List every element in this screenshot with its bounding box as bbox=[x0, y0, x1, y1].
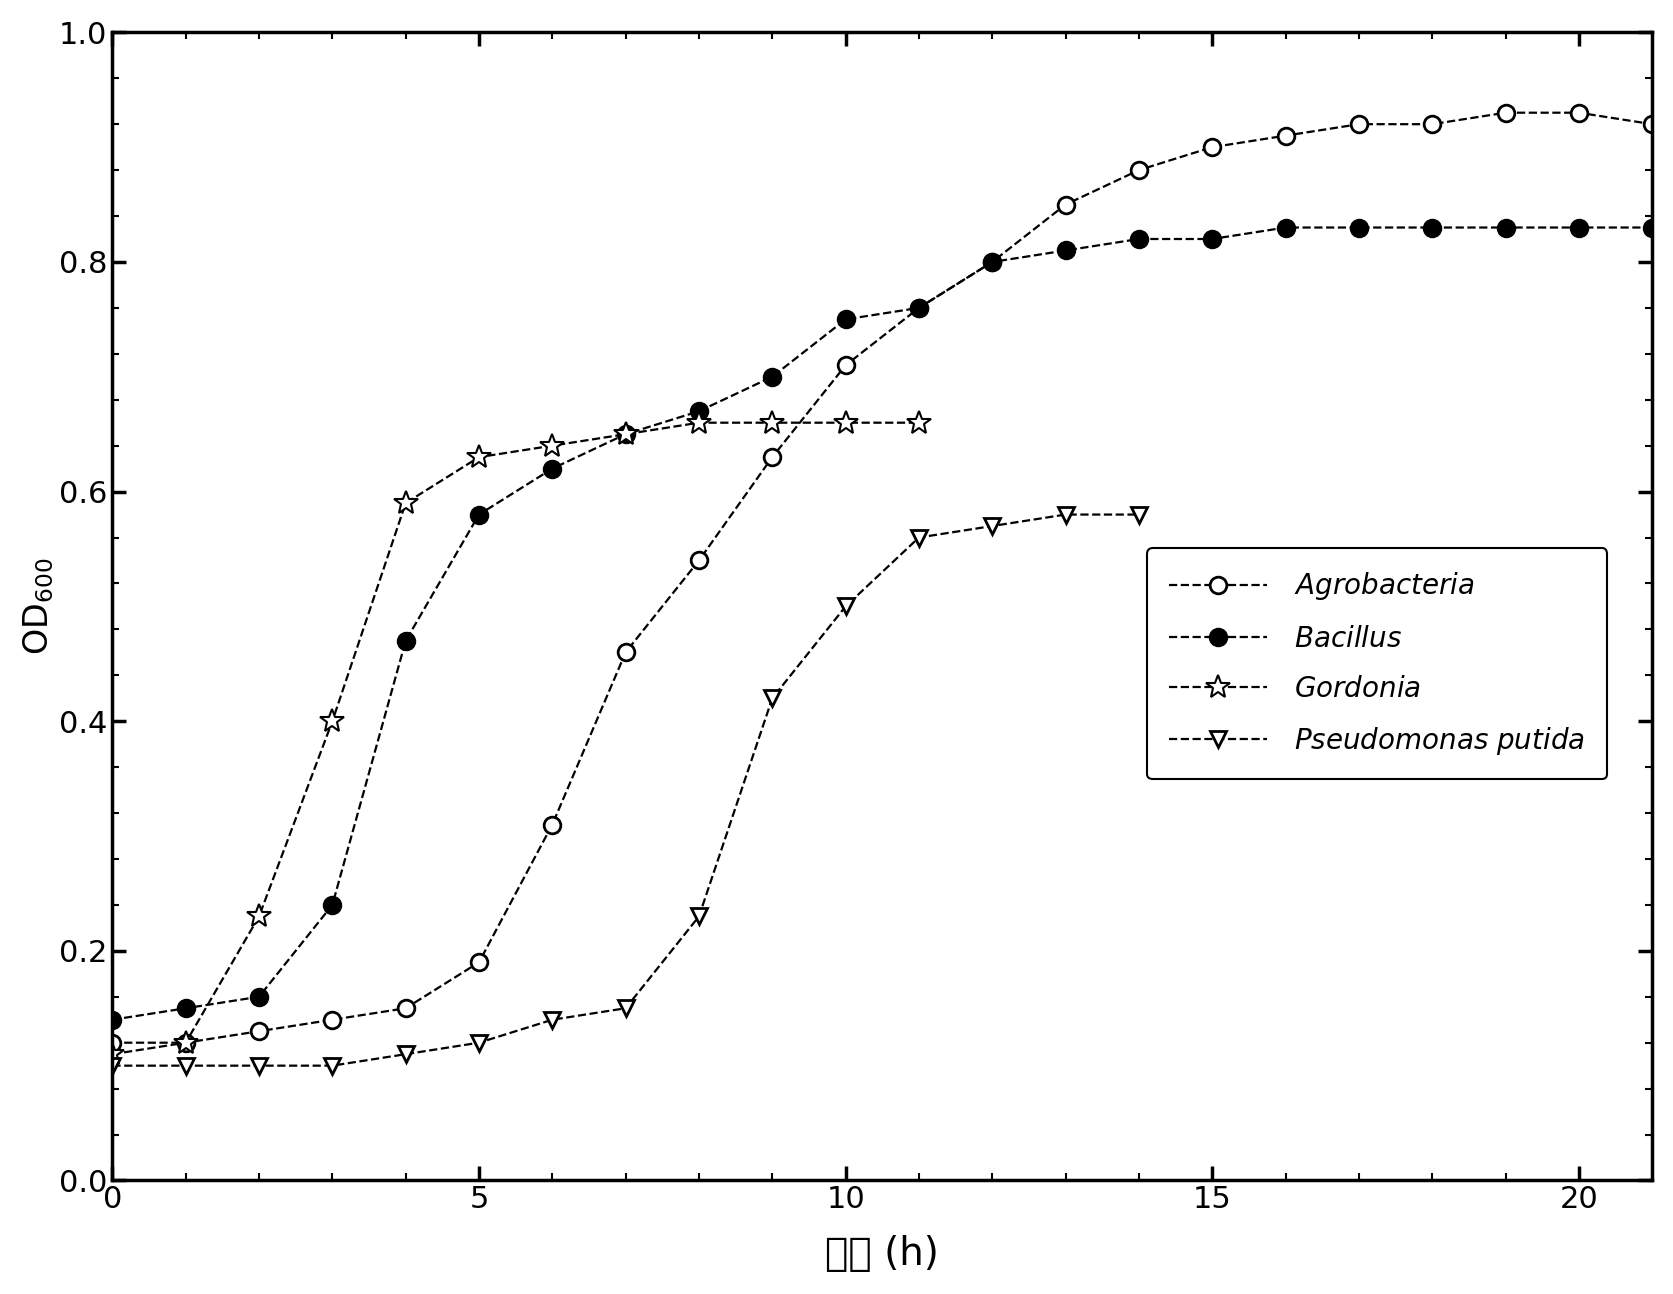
$\it{Pseudomonas}$ $\it{putida}$ bbox=[835, 599, 855, 615]
$\it{Bacillus}$ bbox=[982, 254, 1002, 269]
$\it{Agrobacteria}$ bbox=[102, 1035, 122, 1051]
$\it{Agrobacteria}$ bbox=[1496, 105, 1516, 120]
$\it{Gordonia}$ bbox=[689, 415, 709, 431]
$\it{Bacillus}$ bbox=[323, 897, 343, 912]
Line: $\it{Gordonia}$: $\it{Gordonia}$ bbox=[100, 410, 932, 1066]
$\it{Bacillus}$ bbox=[763, 369, 783, 384]
$\it{Gordonia}$ bbox=[763, 415, 783, 431]
$\it{Pseudomonas}$ $\it{putida}$ bbox=[249, 1058, 269, 1074]
$\it{Bacillus}$ bbox=[395, 633, 415, 648]
$\it{Agrobacteria}$ bbox=[176, 1035, 196, 1051]
$\it{Gordonia}$ bbox=[102, 1047, 122, 1062]
$\it{Gordonia}$ bbox=[323, 713, 343, 729]
$\it{Bacillus}$ bbox=[1643, 220, 1663, 236]
$\it{Bacillus}$ bbox=[1056, 243, 1076, 259]
$\it{Agrobacteria}$ bbox=[1348, 116, 1369, 132]
$\it{Bacillus}$ bbox=[1203, 232, 1223, 247]
$\it{Bacillus}$ bbox=[835, 312, 855, 327]
$\it{Pseudomonas}$ $\it{putida}$ bbox=[102, 1058, 122, 1074]
$\it{Agrobacteria}$ bbox=[616, 644, 636, 660]
Legend: $\it{Agrobacteria}$, $\it{Bacillus}$, $\it{Gordonia}$, $\it{Pseudomonas}$ $\it{p: $\it{Agrobacteria}$, $\it{Bacillus}$, $\… bbox=[1148, 549, 1608, 779]
$\it{Gordonia}$ bbox=[616, 427, 636, 443]
$\it{Pseudomonas}$ $\it{putida}$ bbox=[763, 691, 783, 707]
$\it{Agrobacteria}$ bbox=[395, 1000, 415, 1016]
$\it{Gordonia}$ bbox=[542, 437, 562, 453]
$\it{Agrobacteria}$ bbox=[1129, 162, 1149, 177]
Line: $\it{Bacillus}$: $\it{Bacillus}$ bbox=[104, 219, 1661, 1027]
$\it{Bacillus}$ bbox=[249, 989, 269, 1004]
$\it{Pseudomonas}$ $\it{putida}$ bbox=[1129, 507, 1149, 523]
$\it{Agrobacteria}$ bbox=[249, 1024, 269, 1039]
$\it{Agrobacteria}$ bbox=[1422, 116, 1442, 132]
$\it{Agrobacteria}$ bbox=[1643, 116, 1663, 132]
$\it{Gordonia}$ bbox=[176, 1035, 196, 1051]
$\it{Agrobacteria}$ bbox=[689, 553, 709, 568]
$\it{Agrobacteria}$ bbox=[835, 357, 855, 373]
$\it{Pseudomonas}$ $\it{putida}$ bbox=[982, 519, 1002, 534]
$\it{Bacillus}$ bbox=[1129, 232, 1149, 247]
$\it{Gordonia}$ bbox=[835, 415, 855, 431]
$\it{Agrobacteria}$ bbox=[1275, 128, 1295, 144]
$\it{Agrobacteria}$ bbox=[1203, 140, 1223, 155]
$\it{Pseudomonas}$ $\it{putida}$ bbox=[542, 1012, 562, 1027]
Y-axis label: OD$_{600}$: OD$_{600}$ bbox=[20, 558, 55, 655]
$\it{Agrobacteria}$ bbox=[323, 1012, 343, 1027]
$\it{Agrobacteria}$ bbox=[1569, 105, 1589, 120]
$\it{Pseudomonas}$ $\it{putida}$ bbox=[323, 1058, 343, 1074]
$\it{Pseudomonas}$ $\it{putida}$ bbox=[468, 1035, 489, 1051]
$\it{Bacillus}$ bbox=[616, 427, 636, 443]
$\it{Gordonia}$ bbox=[908, 415, 929, 431]
$\it{Gordonia}$ bbox=[468, 449, 489, 465]
$\it{Bacillus}$ bbox=[1348, 220, 1369, 236]
$\it{Bacillus}$ bbox=[102, 1012, 122, 1027]
Line: $\it{Agrobacteria}$: $\it{Agrobacteria}$ bbox=[104, 105, 1661, 1051]
$\it{Pseudomonas}$ $\it{putida}$ bbox=[908, 529, 929, 545]
$\it{Pseudomonas}$ $\it{putida}$ bbox=[176, 1058, 196, 1074]
$\it{Gordonia}$ bbox=[249, 908, 269, 924]
$\it{Agrobacteria}$ bbox=[468, 955, 489, 970]
$\it{Bacillus}$ bbox=[468, 507, 489, 523]
$\it{Bacillus}$ bbox=[542, 461, 562, 476]
X-axis label: 时间 (h): 时间 (h) bbox=[825, 1236, 939, 1273]
$\it{Bacillus}$ bbox=[176, 1000, 196, 1016]
$\it{Bacillus}$ bbox=[1496, 220, 1516, 236]
$\it{Agrobacteria}$ bbox=[763, 449, 783, 465]
$\it{Pseudomonas}$ $\it{putida}$ bbox=[395, 1047, 415, 1062]
$\it{Agrobacteria}$ bbox=[542, 817, 562, 832]
$\it{Pseudomonas}$ $\it{putida}$ bbox=[689, 908, 709, 924]
$\it{Pseudomonas}$ $\it{putida}$ bbox=[1056, 507, 1076, 523]
$\it{Bacillus}$ bbox=[908, 300, 929, 316]
$\it{Gordonia}$ bbox=[395, 496, 415, 511]
Line: $\it{Pseudomonas}$ $\it{putida}$: $\it{Pseudomonas}$ $\it{putida}$ bbox=[104, 506, 1148, 1074]
$\it{Bacillus}$ bbox=[1275, 220, 1295, 236]
$\it{Pseudomonas}$ $\it{putida}$ bbox=[616, 1000, 636, 1016]
$\it{Bacillus}$ bbox=[1422, 220, 1442, 236]
$\it{Agrobacteria}$ bbox=[908, 300, 929, 316]
$\it{Agrobacteria}$ bbox=[1056, 197, 1076, 212]
$\it{Bacillus}$ bbox=[689, 404, 709, 419]
$\it{Bacillus}$ bbox=[1569, 220, 1589, 236]
$\it{Agrobacteria}$ bbox=[982, 254, 1002, 269]
